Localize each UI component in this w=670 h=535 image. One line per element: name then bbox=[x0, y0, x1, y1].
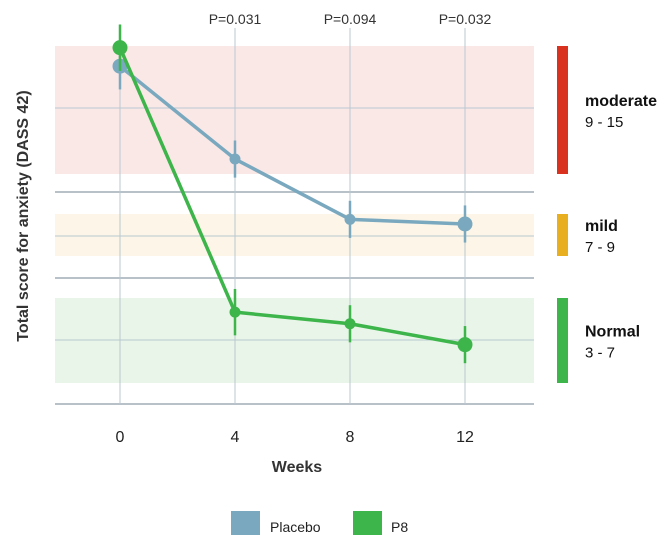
severity-name-mild: mild bbox=[585, 218, 618, 235]
data-point-placebo-4 bbox=[229, 153, 241, 165]
legend-label-placebo: Placebo bbox=[270, 519, 321, 535]
severity-name-moderate: moderate bbox=[585, 93, 657, 110]
x-axis-title: Weeks bbox=[272, 459, 323, 476]
x-tick-label-12: 12 bbox=[456, 429, 474, 446]
legend: Placebo P8 bbox=[231, 511, 408, 535]
severity-bar-moderate bbox=[557, 46, 568, 174]
severity-bar-mild bbox=[557, 214, 568, 256]
data-point-placebo-8 bbox=[344, 213, 356, 225]
severity-range-normal: 3 - 7 bbox=[585, 345, 615, 362]
data-point-p8-0 bbox=[112, 40, 128, 56]
severity-label-group: moderate 9 - 15 mild 7 - 9 Normal 3 - 7 bbox=[557, 46, 657, 383]
legend-swatch-p8 bbox=[353, 511, 382, 535]
data-point-p8-4 bbox=[229, 306, 241, 318]
series-line-placebo bbox=[118, 64, 466, 226]
data-point-p8-12 bbox=[457, 337, 473, 353]
x-tick-group: 0 4 8 12 bbox=[116, 429, 474, 446]
severity-range-mild: 7 - 9 bbox=[585, 239, 615, 256]
legend-swatch-placebo bbox=[231, 511, 260, 535]
series-group bbox=[112, 24, 473, 364]
severity-range-moderate: 9 - 15 bbox=[585, 114, 623, 131]
y-axis-title: Total score for anxiety (DASS 42) bbox=[15, 90, 32, 341]
x-tick-label-0: 0 bbox=[116, 429, 125, 446]
data-point-placebo-12 bbox=[457, 216, 473, 232]
severity-band-moderate bbox=[55, 46, 534, 174]
p-value-label-12: P=0.032 bbox=[439, 11, 492, 27]
severity-band-mild bbox=[55, 214, 534, 256]
x-tick-label-4: 4 bbox=[231, 429, 240, 446]
p-value-label-8: P=0.094 bbox=[324, 11, 377, 27]
data-point-p8-8 bbox=[344, 318, 356, 330]
x-tick-label-8: 8 bbox=[346, 429, 355, 446]
p-value-label-4: P=0.031 bbox=[209, 11, 262, 27]
p-value-group: P=0.031 P=0.094 P=0.032 bbox=[209, 11, 492, 27]
severity-band-group bbox=[55, 46, 534, 383]
series-line-p8 bbox=[118, 46, 466, 347]
legend-label-p8: P8 bbox=[391, 519, 408, 535]
severity-bar-normal bbox=[557, 298, 568, 383]
severity-name-normal: Normal bbox=[585, 324, 640, 341]
